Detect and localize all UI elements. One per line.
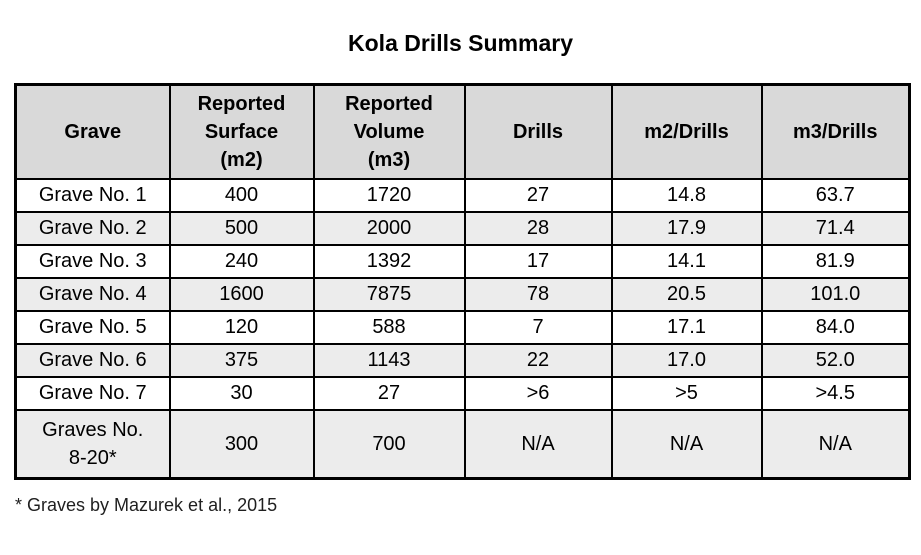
table-cell: 17.9 xyxy=(610,210,763,246)
table-cell: 1392 xyxy=(312,243,466,279)
table-header-row: Grave Reported Surface (m2) Reported Vol… xyxy=(14,83,911,180)
table-cell: >6 xyxy=(463,375,613,411)
table-cell: 81.9 xyxy=(760,243,911,279)
table-cell: 28 xyxy=(463,210,613,246)
table-cell: 63.7 xyxy=(760,177,911,213)
table-row-grave-5: Grave No. 5 120 588 7 17.1 84.0 xyxy=(14,309,911,345)
table-cell: 30 xyxy=(168,375,315,411)
table-row-grave-6: Grave No. 6 375 1143 22 17.0 52.0 xyxy=(14,342,911,378)
document-page: Kola Drills Summary Grave Reported Surfa… xyxy=(0,30,921,555)
table-cell: 1720 xyxy=(312,177,466,213)
table-cell: 71.4 xyxy=(760,210,911,246)
table-row-grave-2: Grave No. 2 500 2000 28 17.9 71.4 xyxy=(14,210,911,246)
table-cell: 22 xyxy=(463,342,613,378)
table-cell: 14.8 xyxy=(610,177,763,213)
table-cell: 52.0 xyxy=(760,342,911,378)
table-cell: 101.0 xyxy=(760,276,911,312)
kola-drills-summary-table: Grave Reported Surface (m2) Reported Vol… xyxy=(14,83,911,480)
table-row-grave-4: Grave No. 4 1600 7875 78 20.5 101.0 xyxy=(14,276,911,312)
table-cell: Grave No. 3 xyxy=(14,243,171,279)
table-cell: 27 xyxy=(312,375,466,411)
table-cell: 400 xyxy=(168,177,315,213)
table-row-grave-3: Grave No. 3 240 1392 17 14.1 81.9 xyxy=(14,243,911,279)
table-cell: 20.5 xyxy=(610,276,763,312)
footnote: * Graves by Mazurek et al., 2015 xyxy=(15,495,278,515)
table-cell: 2000 xyxy=(312,210,466,246)
table-cell: 120 xyxy=(168,309,315,345)
column-header-drills: Drills xyxy=(463,83,613,180)
table-cell: Grave No. 2 xyxy=(14,210,171,246)
table-cell: 375 xyxy=(168,342,315,378)
table-cell: >4.5 xyxy=(760,375,911,411)
table-cell: 84.0 xyxy=(760,309,911,345)
table-cell: 240 xyxy=(168,243,315,279)
table-cell: Grave No. 7 xyxy=(14,375,171,411)
table-row-graves-8-20: Graves No. 8-20* 300 700 N/A N/A N/A xyxy=(14,408,911,480)
table-cell: 7875 xyxy=(312,276,466,312)
table-cell: N/A xyxy=(610,408,763,480)
table-cell: N/A xyxy=(463,408,613,480)
table-cell: 588 xyxy=(312,309,466,345)
table-cell: 17.1 xyxy=(610,309,763,345)
column-header-grave: Grave xyxy=(14,83,171,180)
page-title: Kola Drills Summary xyxy=(348,30,573,56)
table-cell: Graves No. 8-20* xyxy=(14,408,171,480)
table-cell: 300 xyxy=(168,408,315,480)
table-cell: Grave No. 6 xyxy=(14,342,171,378)
table-cell: 17.0 xyxy=(610,342,763,378)
table-cell: 17 xyxy=(463,243,613,279)
table-cell: 7 xyxy=(463,309,613,345)
table-row-grave-7: Grave No. 7 30 27 >6 >5 >4.5 xyxy=(14,375,911,411)
table-cell: 14.1 xyxy=(610,243,763,279)
table-cell: N/A xyxy=(760,408,911,480)
column-header-m3-per-drills: m3/Drills xyxy=(760,83,911,180)
table-cell: 78 xyxy=(463,276,613,312)
table-cell: 1600 xyxy=(168,276,315,312)
column-header-reported-surface: Reported Surface (m2) xyxy=(168,83,315,180)
table-cell: 500 xyxy=(168,210,315,246)
column-header-reported-volume: Reported Volume (m3) xyxy=(312,83,466,180)
table-cell: Grave No. 5 xyxy=(14,309,171,345)
table-cell: >5 xyxy=(610,375,763,411)
column-header-m2-per-drills: m2/Drills xyxy=(610,83,763,180)
table-cell: 700 xyxy=(312,408,466,480)
table-cell: 27 xyxy=(463,177,613,213)
table-row-grave-1: Grave No. 1 400 1720 27 14.8 63.7 xyxy=(14,177,911,213)
table-cell: 1143 xyxy=(312,342,466,378)
table-cell: Grave No. 1 xyxy=(14,177,171,213)
table-cell: Grave No. 4 xyxy=(14,276,171,312)
